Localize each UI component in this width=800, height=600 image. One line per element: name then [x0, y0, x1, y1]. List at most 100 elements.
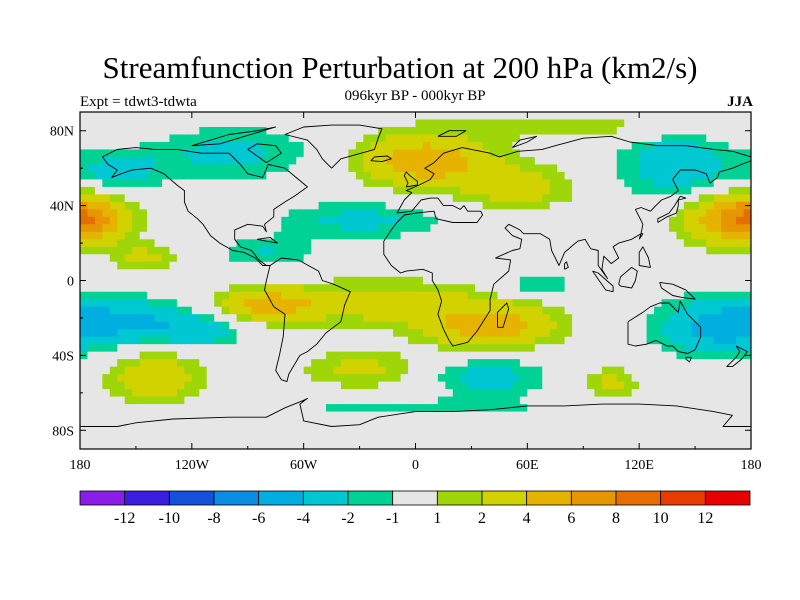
field-cell [132, 374, 141, 383]
field-cell [363, 426, 372, 435]
field-cell [512, 126, 521, 136]
field-cell [229, 239, 238, 248]
field-cell [318, 112, 327, 121]
field-cell [527, 201, 536, 210]
field-cell [736, 141, 745, 151]
field-cell [422, 359, 432, 368]
field-cell [318, 336, 327, 345]
field-cell [691, 441, 700, 449]
field-cell [214, 366, 223, 375]
field-cell [244, 404, 253, 413]
field-cell [616, 351, 625, 360]
field-cell [415, 419, 424, 428]
field-cell [266, 314, 275, 323]
field-cell [676, 389, 685, 398]
field-cell [445, 441, 454, 449]
field-cell [654, 112, 663, 121]
field-cell [534, 359, 543, 368]
field-cell [542, 186, 551, 195]
field-cell [288, 396, 297, 405]
field-cell [385, 231, 394, 240]
field-cell [333, 366, 342, 375]
field-cell [654, 314, 663, 323]
field-cell [229, 359, 238, 368]
field-cell [132, 194, 141, 203]
field-cell [117, 254, 126, 263]
field-cell [236, 179, 245, 188]
field-cell [385, 119, 394, 128]
field-cell [698, 216, 707, 225]
field-cell [661, 186, 670, 195]
field-cell [273, 336, 282, 345]
field-cell [490, 299, 499, 308]
field-cell [340, 404, 349, 413]
field-cell [139, 404, 148, 413]
south-america-coast [264, 257, 351, 383]
field-cell [154, 404, 163, 413]
field-cell [244, 276, 253, 285]
field-cell [557, 321, 566, 330]
field-cell [393, 119, 402, 128]
field-cell [154, 291, 163, 300]
field-cell [281, 209, 290, 218]
field-cell [460, 366, 469, 375]
field-cell [258, 321, 267, 330]
field-cell [482, 404, 491, 413]
field-cell [422, 441, 432, 449]
field-cell [601, 291, 610, 300]
field-cell [683, 321, 692, 330]
field-cell [654, 126, 663, 136]
field-cell [214, 441, 223, 449]
field-cell [109, 411, 118, 420]
field-cell [482, 126, 491, 136]
field-cell [393, 179, 402, 188]
field-cell [363, 351, 372, 360]
field-cell [542, 149, 551, 158]
field-cell [169, 239, 178, 248]
field-cell [326, 119, 335, 128]
field-cell [475, 306, 484, 315]
field-cell [527, 224, 536, 233]
field-cell [87, 224, 96, 233]
field-cell [549, 231, 558, 240]
field-cell [258, 276, 267, 285]
field-cell [564, 329, 573, 338]
field-cell [221, 119, 230, 128]
field-cell [363, 441, 372, 449]
field-cell [713, 156, 722, 166]
field-cell [408, 171, 417, 180]
field-cell [624, 404, 633, 413]
field-cell [102, 141, 111, 151]
field-cell [467, 141, 476, 151]
field-cell [385, 246, 394, 255]
field-cell [408, 426, 417, 435]
field-cell [654, 194, 663, 203]
field-cell [355, 164, 364, 173]
field-cell [162, 426, 171, 435]
field-cell [422, 329, 432, 338]
field-cell [363, 112, 372, 121]
field-cell [728, 126, 737, 136]
field-cell [519, 224, 528, 233]
field-cell [422, 246, 432, 255]
field-cell [564, 254, 573, 263]
field-cell [94, 291, 103, 300]
field-cell [139, 366, 148, 375]
field-cell [713, 269, 722, 278]
field-cell [460, 321, 469, 330]
field-cell [80, 209, 89, 218]
field-cell [572, 419, 581, 428]
field-cell [191, 359, 200, 368]
field-cell [654, 441, 663, 449]
field-cell [318, 419, 327, 428]
field-cell [311, 441, 320, 449]
field-cell [132, 261, 141, 270]
field-cell [467, 246, 476, 255]
field-cell [624, 224, 633, 233]
field-cell [691, 224, 700, 233]
field-cell [214, 216, 223, 225]
field-cell [80, 216, 89, 225]
field-cell [318, 164, 327, 173]
field-cell [482, 389, 491, 398]
field-cell [80, 434, 89, 443]
